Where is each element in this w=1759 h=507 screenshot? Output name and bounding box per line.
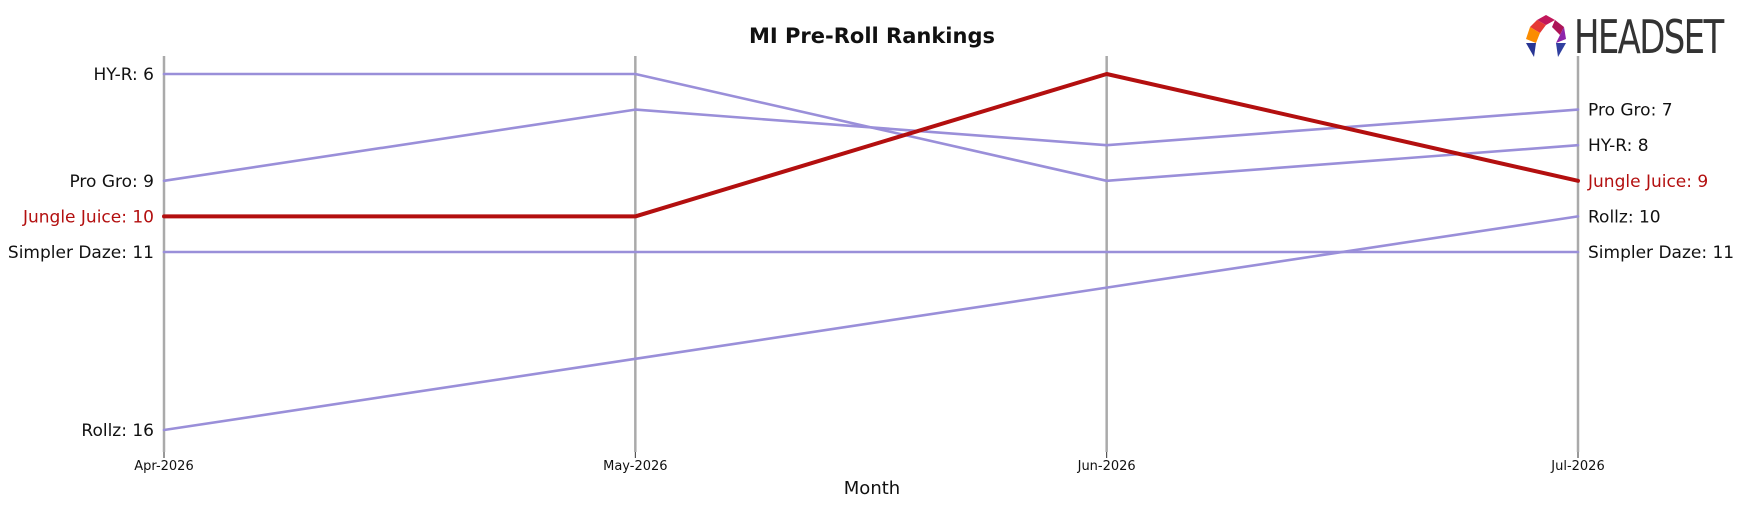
end-label-jungle-juice: Jungle Juice: 9 [1587,172,1708,192]
series-lines [162,72,1580,432]
x-axis-label: Month [844,478,900,499]
end-label-pro-gro: Pro Gro: 7 [1588,101,1673,121]
end-label-hy-r: HY-R: 8 [1588,136,1649,156]
x-tick-label-jun-2026: Jun-2026 [1077,459,1136,474]
x-tick-label-may-2026: May-2026 [603,459,667,474]
start-labels: HY-R: 6 Pro Gro: 9 Jungle Juice: 10 Simpler… [8,65,154,441]
headset-logo: HEADSET [1522,12,1755,62]
series-line-rollz [162,215,1580,432]
headset-logo-text: HEADSET [1574,10,1724,64]
end-label-simpler-daze: Simpler Daze: 11 [1588,243,1734,263]
start-label-rollz: Rollz: 16 [81,421,154,441]
start-label-simpler-daze: Simpler Daze: 11 [8,243,154,263]
end-labels: Pro Gro: 7 HY-R: 8 Jungle Juice: 9 Rollz: 1… [1587,101,1734,263]
start-label-jungle-juice: Jungle Juice: 10 [22,207,154,227]
x-tick-label-jul-2026: Jul-2026 [1550,459,1604,474]
end-label-rollz: Rollz: 10 [1588,207,1661,227]
start-label-pro-gro: Pro Gro: 9 [69,172,154,192]
series-line-jungle-juice [162,72,1580,219]
start-label-hy-r: HY-R: 6 [93,65,154,85]
x-tick-label-apr-2026: Apr-2026 [134,459,193,474]
x-tick-labels: Apr-2026 May-2026 Jun-2026 Jul-2026 [134,459,1604,474]
headset-logo-icon [1526,15,1566,57]
month-axes [162,56,1580,458]
chart-title: MI Pre-Roll Rankings [749,24,995,48]
